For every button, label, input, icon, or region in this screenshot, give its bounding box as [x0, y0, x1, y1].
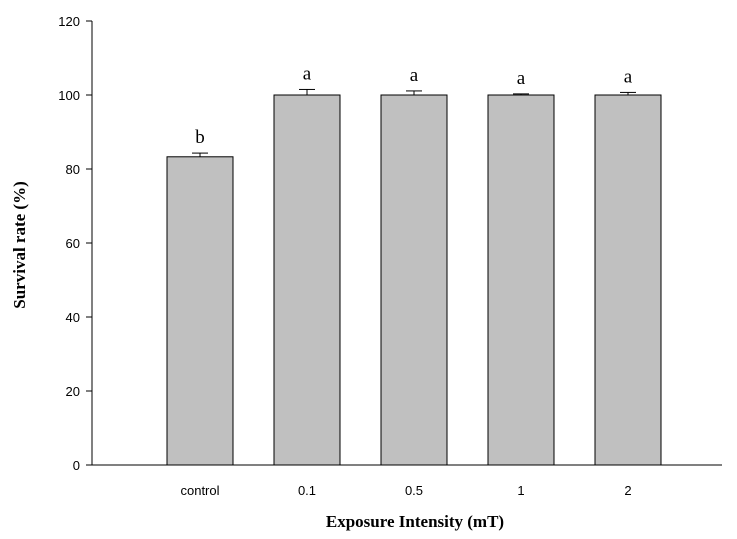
y-tick-label: 40 — [66, 310, 80, 325]
bar — [166, 156, 234, 466]
x-tick-label: control — [180, 483, 219, 498]
significance-label: a — [624, 66, 633, 87]
significance-label: b — [195, 127, 205, 148]
bar — [594, 94, 662, 466]
y-axis-ticks: 0 20 40 60 80 100 120 — [58, 14, 92, 473]
y-tick-label: 80 — [66, 162, 80, 177]
bar — [487, 94, 555, 466]
y-tick-label: 20 — [66, 384, 80, 399]
y-tick-label: 100 — [58, 88, 80, 103]
y-axis-title: Survival rate (%) — [10, 181, 29, 308]
x-tick-label: 2 — [624, 483, 631, 498]
significance-label: a — [410, 65, 419, 86]
y-tick-label: 120 — [58, 14, 80, 29]
y-tick-label: 60 — [66, 236, 80, 251]
significance-labels: b a a a a — [195, 63, 633, 148]
bars — [166, 94, 662, 466]
x-axis-title: Exposure Intensity (mT) — [326, 512, 504, 531]
x-tick-label: 1 — [517, 483, 524, 498]
bar — [380, 94, 448, 466]
error-bars — [192, 88, 636, 157]
significance-label: a — [517, 68, 526, 89]
y-tick-label: 0 — [73, 458, 80, 473]
bar — [273, 94, 341, 466]
x-tick-label: 0.5 — [405, 483, 423, 498]
x-tick-label: 0.1 — [298, 483, 316, 498]
x-axis-ticks: control 0.1 0.5 1 2 — [180, 483, 631, 498]
significance-label: a — [303, 63, 312, 84]
